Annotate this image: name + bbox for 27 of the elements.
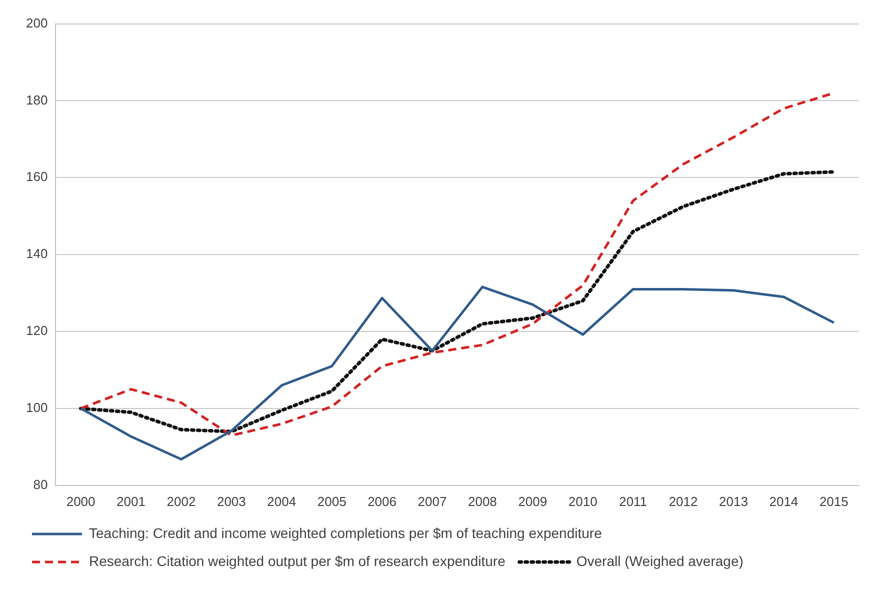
y-tick-label: 80 [33, 476, 48, 492]
x-tick-label: 2005 [317, 494, 346, 509]
y-tick-label: 200 [26, 15, 48, 30]
legend-label: Research: Citation weighted output per $m of research expenditure [89, 552, 506, 569]
x-tick-label: 2004 [267, 494, 296, 509]
x-tick-label: 2013 [719, 494, 748, 509]
x-tick-label: 2008 [468, 494, 497, 509]
x-tick-label: 2002 [166, 494, 196, 509]
line-series [79, 170, 836, 434]
legend-label: Teaching: Credit and income weighted completions per $m of teaching expenditure [89, 524, 602, 541]
y-tick-label: 140 [26, 246, 48, 262]
y-tick-label: 160 [26, 169, 48, 184]
y-tick-label: 100 [26, 400, 48, 416]
x-tick-label: 2010 [568, 494, 598, 509]
y-tick-label: 120 [26, 323, 48, 338]
x-tick-label: 2007 [418, 494, 447, 509]
x-tick-label: 2009 [518, 494, 548, 509]
y-tick-label: 180 [26, 92, 48, 108]
legend-label: Overall (Weighed average) [576, 552, 744, 569]
x-tick-label: 2014 [769, 494, 798, 509]
x-tick-label: 2015 [819, 494, 848, 509]
x-tick-label: 2000 [66, 494, 96, 509]
x-tick-label: 2003 [216, 494, 246, 509]
x-tick-label: 2006 [368, 494, 396, 509]
x-tick-label: 2012 [668, 494, 698, 509]
x-tick-label: 2011 [619, 494, 648, 509]
x-tick-label: 2001 [116, 494, 146, 509]
